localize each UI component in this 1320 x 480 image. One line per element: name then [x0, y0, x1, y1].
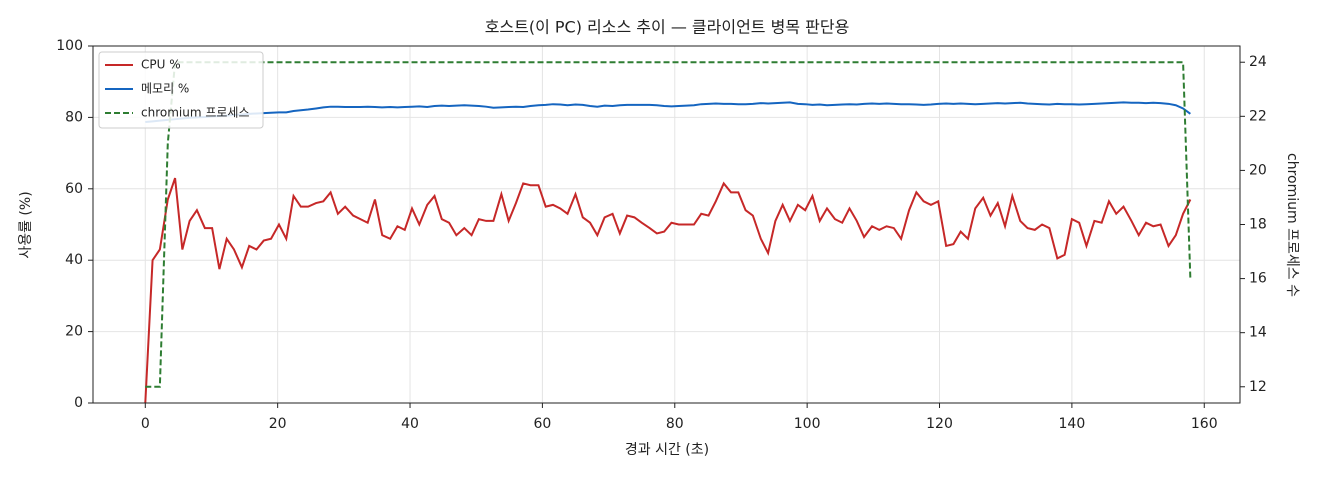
- y2-tick-label: 24: [1249, 54, 1267, 70]
- y-tick-label: 0: [74, 395, 83, 411]
- series-line: [145, 61, 1192, 388]
- y2-tick-label: 20: [1249, 162, 1267, 178]
- x-tick-label: 40: [401, 416, 419, 432]
- legend: CPU % 메모리 % chromium 프로세스: [98, 51, 264, 129]
- x-tick-label: 60: [533, 416, 551, 432]
- x-tick-label: 80: [666, 416, 684, 432]
- y2-tick-label: 14: [1249, 325, 1267, 341]
- plot-frame: [92, 45, 1241, 404]
- y-tick-label: 20: [65, 324, 83, 340]
- legend-label: CPU %: [141, 58, 181, 72]
- y2-axis-label: chromium 프로세스 수: [1284, 153, 1300, 297]
- legend-label: 메모리 %: [141, 82, 189, 96]
- y2-tick-label: 22: [1249, 108, 1267, 124]
- x-tick-label: 140: [1059, 416, 1086, 432]
- x-tick-label: 20: [269, 416, 287, 432]
- y-tick-label: 80: [65, 109, 83, 125]
- chart-title: 호스트(이 PC) 리소스 추이 — 클라이언트 병목 판단용: [485, 18, 850, 37]
- legend-box: [98, 51, 264, 129]
- x-tick-label: 160: [1191, 416, 1218, 432]
- y-tick-label: 60: [65, 181, 83, 197]
- y-axis-label: 사용률 (%): [18, 191, 34, 258]
- x-axis-label: 경과 시간 (초): [625, 442, 709, 458]
- y-tick-label: 40: [65, 252, 83, 268]
- y2-tick-label: 16: [1249, 271, 1267, 287]
- legend-label: chromium 프로세스: [141, 106, 250, 120]
- y-tick-label: 100: [56, 38, 83, 54]
- x-tick-label: 100: [794, 416, 821, 432]
- y2-tick-label: 12: [1249, 379, 1267, 395]
- x-tick-label: 120: [926, 416, 953, 432]
- series-line: [144, 177, 1192, 404]
- x-tick-label: 0: [141, 416, 150, 432]
- y2-tick-label: 18: [1249, 217, 1267, 233]
- series-line: [145, 101, 1191, 124]
